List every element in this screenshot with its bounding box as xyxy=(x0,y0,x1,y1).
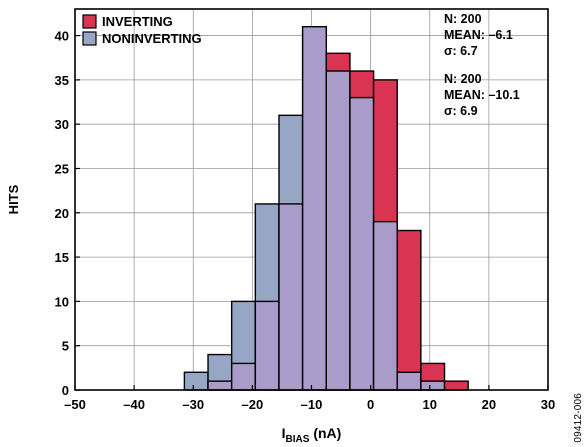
y-axis-label: HITS xyxy=(6,184,21,214)
stats-noninverting-mean: MEAN: –10.1 xyxy=(444,88,520,102)
y-tick-label: 35 xyxy=(55,73,69,88)
bar-overlap xyxy=(207,380,233,391)
bar-overlap xyxy=(301,26,327,391)
legend-swatch-inverting xyxy=(82,14,97,29)
y-tick-label: 25 xyxy=(55,161,69,176)
x-axis-label-unit: (nA) xyxy=(309,425,341,441)
y-tick-label: 0 xyxy=(62,383,69,398)
x-tick-label: –40 xyxy=(123,397,145,412)
y-tick-label: 20 xyxy=(55,206,69,221)
bar-inverting xyxy=(443,380,469,391)
bars xyxy=(183,26,469,391)
legend-label-inverting: INVERTING xyxy=(102,14,173,29)
x-tick-label: 10 xyxy=(423,397,437,412)
stats-noninverting-sigma: σ: 6.9 xyxy=(444,104,478,118)
x-tick-label: –50 xyxy=(64,397,86,412)
y-tick-label: 15 xyxy=(55,250,69,265)
stats-inverting-n: N: 200 xyxy=(444,12,482,26)
x-tick-label: 0 xyxy=(367,397,374,412)
x-axis-label: IBIAS (nA) xyxy=(282,425,342,445)
stats-inverting-mean: MEAN: –6.1 xyxy=(444,28,513,42)
stats-inverting-sigma: σ: 6.7 xyxy=(444,44,478,58)
bar-overlap xyxy=(349,96,375,391)
stats-annotation: N: 200 MEAN: –6.1 σ: 6.7 N: 200 MEAN: –1… xyxy=(444,12,520,118)
y-tick-label: 10 xyxy=(55,294,69,309)
stats-noninverting-n: N: 200 xyxy=(444,72,482,86)
bar-overlap xyxy=(278,203,304,391)
legend: INVERTING NONINVERTING xyxy=(82,14,202,46)
x-tick-label: –10 xyxy=(301,397,323,412)
bar-noninverting xyxy=(183,371,209,391)
bar-overlap xyxy=(325,70,351,391)
bar-overlap xyxy=(372,220,398,391)
y-tick-label: 40 xyxy=(55,29,69,44)
x-tick-label: 30 xyxy=(541,397,555,412)
legend-label-noninverting: NONINVERTING xyxy=(102,31,202,46)
x-axis-label-main: I xyxy=(282,425,286,441)
bar-overlap xyxy=(420,380,446,391)
bar-overlap xyxy=(396,371,422,391)
figure-id: 09412-006 xyxy=(573,393,584,443)
bar-inverting xyxy=(396,229,422,391)
x-tick-label: –20 xyxy=(242,397,264,412)
y-tick-label: 5 xyxy=(62,339,69,354)
x-tick-label: –30 xyxy=(182,397,204,412)
x-tick-label: 20 xyxy=(482,397,496,412)
x-axis-label-subscript: BIAS xyxy=(286,434,310,445)
y-tick-label: 30 xyxy=(55,117,69,132)
legend-swatch-noninverting xyxy=(82,31,97,46)
axis-ticks: –50 –40 –30 –20 –10 0 10 20 30 0 5 10 15 20 25 30 35 40 xyxy=(55,29,556,412)
bar-overlap xyxy=(254,300,280,391)
